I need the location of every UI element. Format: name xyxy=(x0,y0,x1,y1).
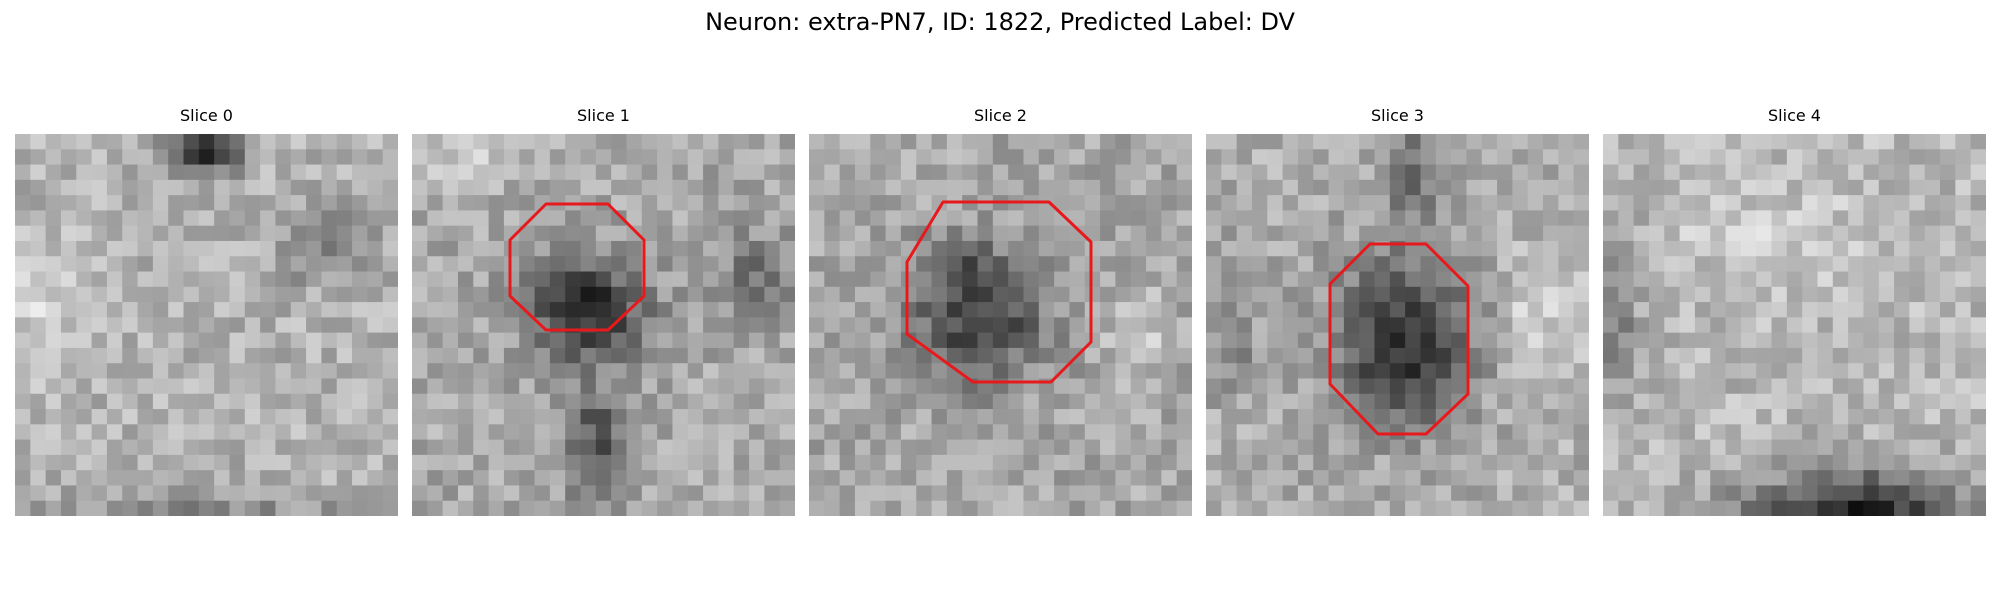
slice-panel-0: Slice 0 xyxy=(15,106,398,516)
slice-title-2: Slice 2 xyxy=(974,106,1027,125)
figure-title: Neuron: extra-PN7, ID: 1822, Predicted L… xyxy=(705,8,1295,36)
slice-panel-2: Slice 2 xyxy=(809,106,1192,516)
slice-title-3: Slice 3 xyxy=(1371,106,1424,125)
slice-title-4: Slice 4 xyxy=(1768,106,1821,125)
roi-octagon-1 xyxy=(508,202,646,332)
slice-image-0 xyxy=(15,134,398,516)
slice-title-0: Slice 0 xyxy=(180,106,233,125)
slice-panel-3: Slice 3 xyxy=(1206,106,1589,516)
roi-octagon-2 xyxy=(905,200,1093,384)
slice-image-3 xyxy=(1206,134,1589,516)
roi-octagon-3 xyxy=(1328,242,1470,436)
slice-panel-1: Slice 1 xyxy=(412,106,795,516)
slice-panel-4: Slice 4 xyxy=(1603,106,1986,516)
slice-image-1 xyxy=(412,134,795,516)
slice-image-4 xyxy=(1603,134,1986,516)
slice-title-1: Slice 1 xyxy=(577,106,630,125)
slice-image-2 xyxy=(809,134,1192,516)
